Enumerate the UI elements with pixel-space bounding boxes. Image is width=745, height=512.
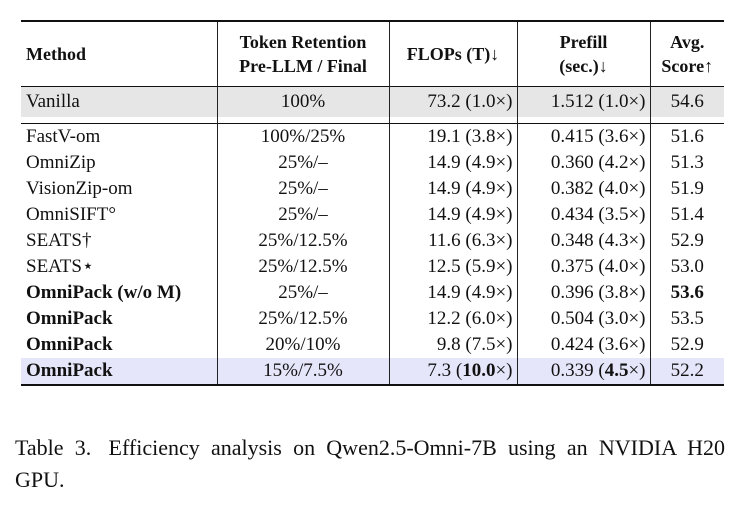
row-method: OmniPack — [26, 334, 113, 355]
row-flops: 14.9 (4.9×) — [388, 150, 517, 176]
row-retention: 25%/– — [216, 176, 389, 202]
final-flops-suffix: ×) — [495, 360, 513, 381]
final-flops-value: 7.3 — [427, 360, 452, 381]
row-retention: 25%/12.5% — [216, 254, 389, 280]
row-method: FastV-om — [21, 123, 217, 150]
row-score: 53.5 — [649, 306, 724, 332]
row-prefill: 0.504 (3.0×) — [516, 306, 650, 332]
separator-gap — [21, 117, 724, 124]
table-row: VisionZip-om 25%/– 14.9 (4.9×) 0.382 (4.… — [21, 176, 724, 202]
row-prefill: 0.434 (3.5×) — [516, 202, 650, 228]
header-token-retention: Token Retention Pre-LLM / Final — [216, 21, 389, 87]
row-score: 53.0 — [649, 254, 724, 280]
header-method: Method — [26, 44, 86, 64]
header-retention-line1: Token Retention — [239, 32, 367, 52]
table-row: SEATS⋆ 25%/12.5% 12.5 (5.9×) 0.375 (4.0×… — [21, 254, 724, 280]
row-flops: 12.2 (6.0×) — [388, 306, 517, 332]
caption-text: Efficiency analysis on Qwen2.5-Omni-7B u… — [15, 435, 726, 492]
row-method: OmniSIFT° — [26, 204, 116, 225]
row-prefill: 0.360 (4.2×) — [516, 150, 650, 176]
vanilla-method: Vanilla — [21, 86, 217, 117]
final-prefill: 0.339 (4.5×) — [516, 358, 650, 386]
vanilla-score: 54.6 — [649, 86, 724, 117]
row-prefill: 0.415 (3.6×) — [516, 123, 650, 150]
row-retention: 25%/12.5% — [216, 228, 389, 254]
row-method: OmniZip — [26, 152, 96, 173]
row-flops: 9.8 (7.5×) — [388, 332, 517, 358]
row-score: 51.4 — [649, 202, 724, 228]
row-method: VisionZip-om — [26, 178, 133, 199]
final-method: OmniPack — [21, 358, 217, 386]
row-retention: 25%/– — [216, 280, 389, 306]
row-flops: 14.9 (4.9×) — [388, 280, 517, 306]
row-prefill: 0.375 (4.0×) — [516, 254, 650, 280]
table-header-row: Method Token Retention Pre-LLM / Final F… — [21, 21, 724, 87]
final-prefill-value: 0.339 — [550, 360, 594, 381]
final-score: 52.2 — [649, 358, 724, 386]
row-prefill: 0.424 (3.6×) — [516, 332, 650, 358]
header-score-line1: Avg. — [670, 32, 705, 52]
header-prefill-line1: Prefill — [559, 32, 608, 52]
table-row: SEATS† 25%/12.5% 11.6 (6.3×) 0.348 (4.3×… — [21, 228, 724, 254]
row-retention: 25%/– — [216, 150, 389, 176]
header-flops: FLOPs (T)↓ — [388, 21, 517, 87]
table-row: OmniPack 25%/12.5% 12.2 (6.0×) 0.504 (3.… — [21, 306, 724, 332]
final-prefill-suffix: ×) — [628, 360, 646, 381]
row-flops: 14.9 (4.9×) — [388, 176, 517, 202]
row-retention: 25%/12.5% — [216, 306, 389, 332]
row-prefill: 0.382 (4.0×) — [516, 176, 650, 202]
header-retention-line2: Pre-LLM / Final — [239, 56, 367, 76]
table-row: FastV-om 100%/25% 19.1 (3.8×) 0.415 (3.6… — [21, 123, 724, 150]
table-caption: Table 3. Efficiency analysis on Qwen2.5-… — [15, 432, 725, 496]
final-flops-speedup: 10.0 — [462, 360, 496, 381]
caption-label: Table 3. — [15, 435, 92, 460]
vanilla-prefill: 1.512 (1.0×) — [516, 86, 650, 117]
row-retention: 20%/10% — [216, 332, 389, 358]
vanilla-flops: 73.2 (1.0×) — [388, 86, 517, 117]
final-flops: 7.3 (10.0×) — [388, 358, 517, 386]
row-flops: 14.9 (4.9×) — [388, 202, 517, 228]
final-prefill-speedup: 4.5 — [604, 360, 629, 381]
final-retention: 15%/7.5% — [216, 358, 389, 386]
row-score: 51.9 — [649, 176, 724, 202]
highlighted-row: OmniPack 15%/7.5% 7.3 (10.0×) 0.339 (4.5… — [21, 358, 724, 386]
table-row: OmniPack 20%/10% 9.8 (7.5×) 0.424 (3.6×)… — [21, 332, 724, 358]
table-row: OmniZip 25%/– 14.9 (4.9×) 0.360 (4.2×) 5… — [21, 150, 724, 176]
header-prefill: Prefill (sec.)↓ — [516, 21, 650, 87]
vanilla-retention: 100% — [216, 86, 389, 117]
row-method: SEATS⋆ — [26, 256, 94, 277]
row-score: 52.9 — [649, 332, 724, 358]
header-prefill-line2: (sec.)↓ — [559, 56, 608, 76]
efficiency-table: Method Token Retention Pre-LLM / Final F… — [21, 20, 724, 386]
row-retention: 100%/25% — [216, 123, 389, 150]
header-score-line2: Score↑ — [661, 56, 714, 76]
row-score: 53.6 — [649, 280, 724, 306]
table-row: OmniPack (w/o M) 25%/– 14.9 (4.9×) 0.396… — [21, 280, 724, 306]
row-method: OmniPack (w/o M) — [26, 282, 182, 303]
row-method: SEATS† — [26, 230, 92, 251]
results-table-container: Method Token Retention Pre-LLM / Final F… — [21, 20, 724, 386]
row-score: 52.9 — [649, 228, 724, 254]
row-score: 51.3 — [649, 150, 724, 176]
row-prefill: 0.396 (3.8×) — [516, 280, 650, 306]
row-score: 51.6 — [649, 123, 724, 150]
row-method: OmniPack — [26, 308, 113, 329]
vanilla-row: Vanilla 100% 73.2 (1.0×) 1.512 (1.0×) 54… — [21, 86, 724, 117]
row-flops: 19.1 (3.8×) — [388, 123, 517, 150]
row-prefill: 0.348 (4.3×) — [516, 228, 650, 254]
table-row: OmniSIFT° 25%/– 14.9 (4.9×) 0.434 (3.5×)… — [21, 202, 724, 228]
row-flops: 11.6 (6.3×) — [388, 228, 517, 254]
row-retention: 25%/– — [216, 202, 389, 228]
row-flops: 12.5 (5.9×) — [388, 254, 517, 280]
header-avg-score: Avg. Score↑ — [649, 21, 724, 87]
